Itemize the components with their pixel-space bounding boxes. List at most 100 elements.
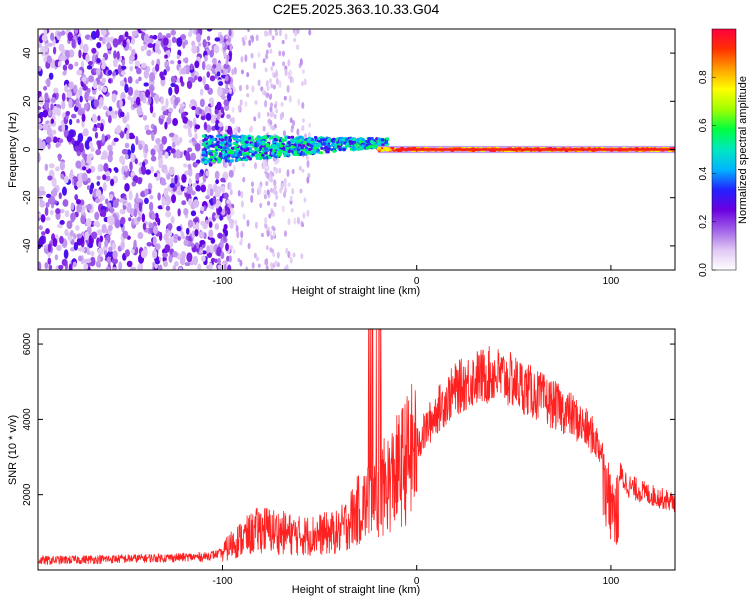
spectrogram-cell [64, 58, 70, 66]
spectrogram-cell [303, 78, 307, 86]
spectrogram-cell [228, 87, 232, 95]
spectrogram-cell [245, 140, 249, 144]
spectrogram-cell [360, 144, 365, 148]
spectrogram-cell [251, 35, 255, 43]
spectrogram-cell [181, 173, 187, 184]
y-tick-label: 6000 [22, 333, 33, 356]
spectrogram-cell [283, 182, 287, 187]
y-tick-label: 2000 [22, 483, 33, 506]
spectrogram-cell [290, 128, 294, 133]
spectrogram-cell [134, 60, 141, 67]
spectrogram-cell [306, 142, 310, 147]
spectrogram-cell [232, 248, 236, 254]
spectrogram-cell [73, 176, 77, 186]
spectrogram-cell [274, 29, 278, 33]
spectrogram-cell [170, 82, 176, 88]
spectrogram-cell [255, 34, 259, 42]
spectrogram-cell [82, 43, 89, 54]
spectrogram-cell [182, 42, 186, 49]
spectrogram-cell [177, 236, 181, 241]
spectrogram-cell [248, 39, 252, 47]
spectrogram-cell [265, 265, 269, 270]
spectrogram-cell [169, 60, 175, 65]
spectrogram-cell [201, 158, 206, 162]
spectrogram-cell [301, 168, 305, 173]
spectrogram-cell [151, 60, 155, 66]
spectrogram-cell [259, 202, 263, 209]
spectrogram-cell [164, 151, 169, 159]
spectrogram-cell [81, 166, 87, 171]
spectrogram-cell [169, 183, 175, 189]
spectrogram-cell [250, 52, 254, 59]
spectrogram-cell [215, 179, 220, 185]
spectrogram-cell [81, 113, 86, 122]
spectrogram-cell [87, 60, 93, 66]
spectrogram-cell [273, 261, 277, 267]
spectrogram-cell [84, 231, 90, 241]
spectrogram-x-label: Height of straight line (km) [292, 285, 420, 297]
spectrogram-cell [203, 121, 208, 131]
spectrogram-cell [268, 29, 272, 34]
spectrogram-cell [85, 53, 90, 63]
spectrogram-cell [186, 252, 193, 263]
spectrogram-cell [167, 112, 172, 118]
spectrogram-cell [303, 197, 307, 203]
spectrogram-cell [265, 259, 269, 265]
spectrogram-cell [170, 96, 176, 103]
spectrogram-cell [390, 147, 395, 150]
spectrogram-cell [59, 235, 64, 244]
spectrogram-cell [210, 114, 216, 124]
spectrogram-cell [162, 37, 169, 46]
spectrogram-cell [129, 266, 137, 270]
spectrogram-cell [119, 155, 125, 164]
spectrogram-cell [273, 189, 277, 195]
snr-y-label: SNR (10 * v/v) [7, 415, 19, 485]
spectrogram-cell [231, 117, 235, 125]
spectrogram-cell [165, 33, 172, 39]
spectrogram-cell [106, 202, 112, 209]
spectrogram-cell [224, 136, 228, 140]
spectrogram-cell [144, 188, 149, 196]
spectrogram-cell [238, 84, 242, 92]
spectrogram-cell [301, 69, 305, 75]
spectrogram-cell [296, 44, 300, 51]
spectrogram-cell [237, 190, 241, 197]
spectrogram-cell [301, 152, 306, 156]
spectrogram-cell [113, 137, 119, 142]
spectrogram-cell [271, 143, 276, 147]
spectrogram-cell [190, 78, 196, 83]
spectrogram-cell [94, 211, 100, 221]
spectrogram-cell [216, 140, 220, 144]
spectrogram-cell [111, 242, 117, 250]
spectrogram-cell [152, 236, 157, 246]
spectrogram-cell [200, 206, 205, 212]
spectrogram-cell [266, 230, 270, 237]
spectrogram-cell [299, 188, 303, 194]
spectrogram-cell [287, 71, 291, 80]
spectrogram-cell [75, 97, 80, 108]
spectrogram-cell [154, 43, 160, 54]
spectrogram-cell [77, 36, 82, 46]
spectrogram-cell [319, 151, 324, 155]
spectrogram-cell [90, 98, 96, 109]
spectrogram-cell [38, 139, 43, 149]
spectrogram-cell [250, 138, 255, 142]
spectrogram-cell [117, 64, 122, 74]
spectrogram-cell [267, 200, 271, 206]
spectrogram-cell [152, 225, 159, 235]
spectrogram-cell [140, 29, 147, 32]
spectrogram-cell [63, 175, 69, 184]
spectrogram-cell [287, 182, 291, 187]
spectrogram-cell [48, 264, 53, 270]
spectrogram-cell [45, 136, 52, 144]
spectrogram-cell [61, 186, 67, 196]
spectrogram-cell [307, 131, 311, 138]
spectrogram-cell [100, 29, 107, 37]
spectrogram-cell [120, 240, 125, 251]
spectrogram-cell [48, 72, 54, 80]
spectrogram-cell [249, 149, 253, 153]
spectrogram-cell [69, 229, 74, 237]
spectrogram-cell [108, 224, 113, 232]
spectrogram-cell [235, 224, 239, 233]
spectrogram-cell [212, 63, 217, 69]
